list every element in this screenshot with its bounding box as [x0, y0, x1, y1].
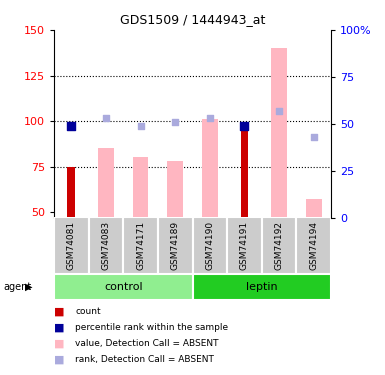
Point — [68, 123, 74, 129]
Text: GSM74192: GSM74192 — [275, 221, 284, 270]
Text: percentile rank within the sample: percentile rank within the sample — [75, 323, 228, 332]
Point — [276, 108, 282, 114]
Text: count: count — [75, 307, 101, 316]
Text: GSM74190: GSM74190 — [205, 221, 214, 270]
Bar — [167, 161, 183, 218]
Point — [137, 123, 144, 129]
Bar — [306, 199, 321, 217]
Bar — [89, 217, 123, 274]
Text: ▶: ▶ — [25, 282, 32, 292]
Bar — [296, 217, 331, 274]
Point — [241, 123, 248, 129]
Text: GSM74083: GSM74083 — [101, 221, 110, 270]
Text: leptin: leptin — [246, 282, 278, 292]
Point — [103, 115, 109, 121]
Bar — [202, 119, 218, 218]
Point — [311, 134, 317, 140]
Bar — [227, 217, 262, 274]
Text: GSM74194: GSM74194 — [309, 221, 318, 270]
Bar — [54, 217, 89, 274]
Point — [207, 115, 213, 121]
Bar — [158, 217, 192, 274]
Bar — [54, 274, 192, 300]
Text: rank, Detection Call = ABSENT: rank, Detection Call = ABSENT — [75, 355, 214, 364]
Text: agent: agent — [4, 282, 32, 292]
Bar — [192, 217, 227, 274]
Text: control: control — [104, 282, 142, 292]
Bar — [67, 166, 75, 218]
Text: ■: ■ — [54, 322, 64, 332]
Bar — [241, 130, 248, 218]
Text: value, Detection Call = ABSENT: value, Detection Call = ABSENT — [75, 339, 219, 348]
Text: GSM74189: GSM74189 — [171, 221, 180, 270]
Text: ■: ■ — [54, 306, 64, 316]
Bar — [98, 148, 114, 217]
Bar — [192, 274, 331, 300]
Title: GDS1509 / 1444943_at: GDS1509 / 1444943_at — [120, 13, 265, 26]
Point — [172, 119, 178, 125]
Text: ■: ■ — [54, 339, 64, 348]
Bar — [123, 217, 158, 274]
Bar — [271, 48, 287, 217]
Text: ■: ■ — [54, 355, 64, 364]
Text: GSM74081: GSM74081 — [67, 221, 76, 270]
Text: GSM74191: GSM74191 — [240, 221, 249, 270]
Bar — [133, 158, 148, 218]
Text: GSM74171: GSM74171 — [136, 221, 145, 270]
Bar — [262, 217, 296, 274]
